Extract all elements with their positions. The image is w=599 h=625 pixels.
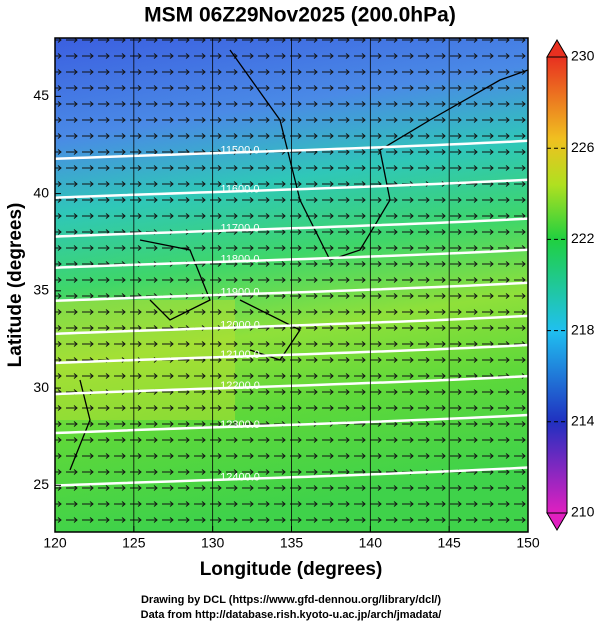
- contour-label: 12000.0: [220, 320, 260, 332]
- colorbar-tick-label: 222: [571, 230, 595, 246]
- chart-title: MSM 06Z29Nov2025 (200.0hPa): [144, 4, 456, 27]
- colorbar-tick-label: 210: [571, 504, 595, 520]
- contour-label: 11700.0: [221, 223, 260, 235]
- x-tick-label: 135: [280, 535, 304, 551]
- y-tick-label: 35: [33, 282, 49, 298]
- contour-label: 11600.0: [221, 184, 260, 196]
- contour-label: 11800.0: [221, 254, 260, 266]
- x-axis-label: Longitude (degrees): [200, 559, 383, 580]
- y-tick-label: 45: [33, 87, 49, 103]
- contour-label: 11500.0: [221, 145, 260, 157]
- colorbar-tick-label: 226: [571, 139, 595, 155]
- x-tick-label: 145: [437, 535, 461, 551]
- contour-label: 12200.0: [220, 380, 260, 392]
- colorbar-extend-high: [546, 39, 568, 58]
- y-tick-label: 25: [33, 476, 49, 492]
- contour-label: 12400.0: [220, 471, 260, 483]
- x-tick-label: 120: [43, 535, 67, 551]
- footer-line: Data from http://database.rish.kyoto-u.a…: [141, 609, 442, 621]
- colorbar-tick-label: 218: [571, 321, 595, 337]
- x-tick-label: 130: [201, 535, 225, 551]
- y-tick-label: 40: [33, 184, 49, 200]
- x-tick-label: 140: [359, 535, 383, 551]
- plot-frame: [54, 37, 529, 533]
- colorbar: [546, 56, 568, 514]
- contour-label: 12100.0: [220, 349, 260, 361]
- y-axis-label: Latitude (degrees): [5, 203, 26, 368]
- x-tick-label: 150: [516, 535, 540, 551]
- colorbar-tick-label: 214: [571, 413, 595, 429]
- colorbar-extend-low: [546, 512, 568, 531]
- contour-label: 11900.0: [221, 287, 260, 299]
- y-tick-label: 30: [33, 379, 49, 395]
- footer-line: Drawing by DCL (https://www.gfd-dennou.o…: [141, 594, 441, 606]
- x-tick-label: 125: [122, 535, 146, 551]
- colorbar-tick-label: 230: [571, 48, 595, 64]
- contour-label: 12300.0: [220, 419, 260, 431]
